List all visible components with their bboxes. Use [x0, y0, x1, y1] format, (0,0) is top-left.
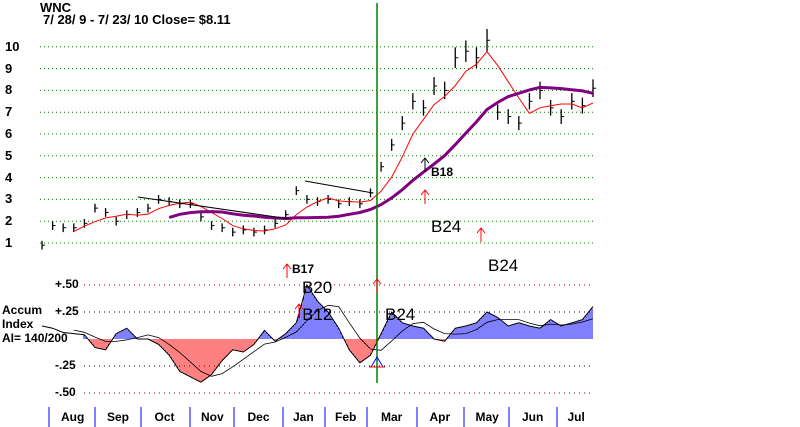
price-tick-label: 1	[5, 235, 13, 250]
signal-b24-large-2: B24	[488, 256, 519, 275]
price-tick-label: 8	[5, 82, 13, 98]
buy-arrow-icon	[420, 189, 430, 204]
ai-label-1: Accum	[2, 303, 43, 317]
trendline	[137, 196, 291, 220]
month-label-jun: Jun	[522, 410, 544, 424]
month-label-feb: Feb	[335, 410, 357, 424]
signal-b24-large: B24	[431, 217, 462, 236]
ai-tick-label: -.25	[55, 358, 76, 372]
signal-b12: B12	[302, 305, 333, 324]
trendline	[304, 180, 374, 194]
ai-tick-label: +.50	[55, 277, 79, 291]
month-label-may: May	[475, 410, 499, 424]
ai-tick-label: -.50	[55, 385, 76, 399]
price-tick-label: 9	[5, 60, 13, 76]
buy-arrow-icon	[420, 157, 430, 172]
signal-b18: B18	[431, 165, 454, 179]
price-tick-label: 5	[5, 147, 13, 163]
ai-ma-line	[73, 304, 594, 377]
ai-line	[41, 283, 594, 383]
month-label-aug: Aug	[61, 410, 85, 424]
month-label-nov: Nov	[201, 410, 224, 424]
price-tick-label: 3	[5, 191, 13, 207]
short-ma-line	[73, 50, 594, 233]
buy-arrow-icon	[476, 227, 486, 242]
ai-tick-label: +.25	[55, 304, 79, 318]
buy-arrow-icon	[282, 263, 292, 278]
month-label-jan: Jan	[293, 410, 314, 424]
ticker-title: WNC	[40, 0, 72, 15]
price-tick-label: 2	[5, 213, 13, 229]
signal-b17: B17	[292, 262, 315, 276]
month-label-apr: Apr	[429, 410, 451, 424]
ai-label-2: Index	[2, 317, 34, 331]
price-tick-label: 10	[5, 38, 20, 54]
price-tick-label: 4	[5, 169, 13, 185]
month-label-dec: Dec	[247, 410, 270, 424]
month-label-jul: Jul	[567, 410, 585, 424]
buy-arrow-icon	[294, 303, 304, 318]
price-tick-label: 7	[5, 104, 13, 120]
month-label-mar: Mar	[381, 410, 403, 424]
buy-arrow-icon	[372, 278, 382, 293]
month-label-sep: Sep	[107, 410, 130, 424]
signal-b24-ai: B24	[385, 305, 416, 324]
month-label-oct: Oct	[154, 410, 175, 424]
long-ma-line	[168, 85, 594, 221]
date-range-close: 7/ 28/ 9 - 7/ 23/ 10 Close= $8.11	[43, 12, 231, 27]
price-tick-label: 6	[5, 126, 13, 141]
signal-b20: B20	[302, 278, 333, 297]
ai-label-3: AI= 140/200	[2, 331, 68, 345]
